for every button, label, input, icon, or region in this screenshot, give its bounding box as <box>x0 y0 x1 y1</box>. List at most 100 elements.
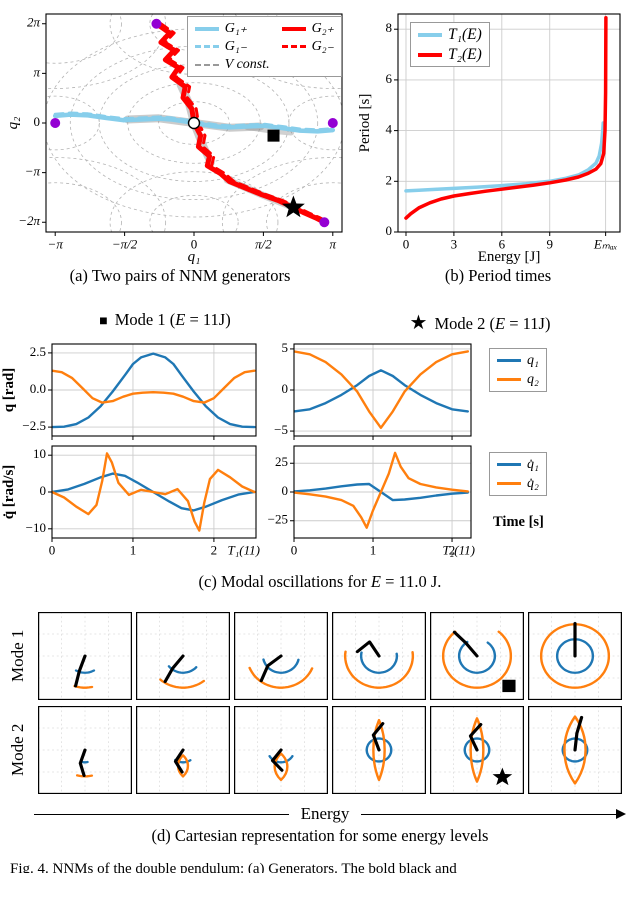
mode2-q-chart: −5 0 5 <box>274 340 472 440</box>
mode1-header-text: Mode 1 ( <box>114 310 176 329</box>
pendulum-panel-m1-e2 <box>136 612 230 700</box>
pendulum-panel-m1-e6 <box>528 612 622 700</box>
g1minus-label: G₁₋ <box>224 39 248 54</box>
svg-text:0: 0 <box>40 483 47 498</box>
svg-text:6: 6 <box>499 237 506 252</box>
q2-line-swatch <box>497 378 521 381</box>
top-row: −π −π/2 0 π/2 π −2π −π 0 π 2π q₁ q₂ G₁₊ G₁₋ V const… <box>0 6 640 286</box>
legend-b: T₁(E) T₂(E) <box>410 22 490 67</box>
svg-text:1: 1 <box>370 543 377 558</box>
subfigure-d: Mode 1 Mode 2 Energy (d) Cartesian repre… <box>0 612 640 846</box>
t1-line-swatch <box>418 32 442 37</box>
energy-axis-line-right <box>361 813 617 815</box>
svg-text:T₂(11): T₂(11) <box>443 543 475 558</box>
svg-text:2: 2 <box>449 543 456 558</box>
svg-text:0: 0 <box>49 543 56 558</box>
caption-a: (a) Two pairs of NNM generators <box>69 266 291 285</box>
legend-qdot: q̇₁ q̇₂ <box>489 452 547 496</box>
svg-text:−π/2: −π/2 <box>112 237 138 252</box>
mode1-header-tail: = 11J) <box>185 310 231 329</box>
pendulum-panel-m2-e1 <box>38 706 132 794</box>
mode1-header-var: E <box>175 310 186 329</box>
vconst-line-swatch <box>194 63 219 66</box>
legend-entry-g2plus: G₂₊ <box>281 20 334 37</box>
svg-text:2.5: 2.5 <box>30 344 46 359</box>
pendulum-panel-m1-e5 <box>430 612 524 700</box>
svg-text:Eₘₐₓ: Eₘₐₓ <box>593 237 618 252</box>
period-times-chart: 0 3 6 9 Eₘₐₓ 0 2 4 6 8 Energy [J] Period [s] <box>357 13 621 264</box>
svg-text:−2π: −2π <box>18 213 40 228</box>
legend-q: q₁ q₂ <box>489 348 547 392</box>
energy-arrowhead-icon <box>616 809 627 819</box>
svg-text:5: 5 <box>282 340 289 355</box>
energy-axis: Energy <box>34 804 627 824</box>
legend-entry-g1plus: G₁₊ <box>194 20 270 37</box>
qdot2-label: q̇₂ <box>527 476 539 491</box>
mode1-square-icon: ■ <box>99 314 108 329</box>
svg-text:Energy [J]: Energy [J] <box>478 249 541 264</box>
legend-a-col-2: G₂₊ G₂₋ <box>281 20 334 73</box>
mode1-q-chart: −2.5 0.0 2.5 q [rad] <box>1 343 257 440</box>
svg-text:0: 0 <box>282 381 289 396</box>
legend-entry-vconst: V const. <box>194 56 270 73</box>
svg-text:π: π <box>330 237 337 252</box>
caption-c-var: E <box>370 572 381 591</box>
svg-text:0.0: 0.0 <box>30 381 46 396</box>
svg-text:2π: 2π <box>27 15 41 30</box>
svg-text:0: 0 <box>191 237 198 252</box>
svg-text:0: 0 <box>386 223 393 238</box>
legend-q-cell: q₁ q₂ <box>479 338 640 442</box>
legend-entry-qdot1: q̇₁ <box>497 456 539 473</box>
svg-text:1: 1 <box>130 543 137 558</box>
mode2-header: ★ Mode 2 (E = 11J) <box>330 310 630 335</box>
mode2-header-text: Mode 2 ( <box>434 314 495 333</box>
qdot2-line-swatch <box>497 482 521 485</box>
mode2-header-var: E <box>494 314 506 333</box>
svg-text:0: 0 <box>34 114 41 129</box>
svg-text:0: 0 <box>291 543 298 558</box>
svg-text:−5: −5 <box>274 422 288 437</box>
caption-d: (d) Cartesian representation for some en… <box>151 826 489 845</box>
nnm-generators-chart: −π −π/2 0 π/2 π −2π −π 0 π 2π q₁ q₂ <box>5 13 343 264</box>
caption-c-text: (c) Modal oscillations for <box>198 572 371 591</box>
legend-entry-q1: q₁ <box>497 352 539 369</box>
svg-text:2: 2 <box>211 543 218 558</box>
mode2-qdot-chart: 0 1 2 −25 0 25 T₂(11) <box>268 445 475 558</box>
svg-text:q [rad]: q [rad] <box>1 368 17 413</box>
pendulum-panel-m1-e3 <box>234 612 328 700</box>
figure-caption-cropped: Fig. 4. NNMs of the double pendulum: (a)… <box>10 861 457 873</box>
mode2-header-tail: = 11J) <box>505 314 551 333</box>
svg-text:25: 25 <box>275 454 288 469</box>
g2minus-label: G₂₋ <box>311 39 334 54</box>
q2-label: q₂ <box>527 372 539 387</box>
t2-label: T₂(E) <box>448 46 482 63</box>
svg-text:π: π <box>33 64 40 79</box>
svg-text:3: 3 <box>451 237 458 252</box>
pendulum-panel-m1-e1 <box>38 612 132 700</box>
cartesian-grid: Mode 1 Mode 2 <box>0 612 640 794</box>
pendulum-panel-m2-e3 <box>234 706 328 794</box>
pendulum-panel-m2-e5 <box>430 706 524 794</box>
legend-a-col-1: G₁₊ G₁₋ V const. <box>194 20 270 73</box>
svg-text:Period [s]: Period [s] <box>357 94 373 153</box>
pendulum-panel-m1-e4 <box>332 612 426 700</box>
svg-text:−π: −π <box>25 164 41 179</box>
pendulum-panel-m2-e6 <box>528 706 622 794</box>
mode-headers: ■ Mode 1 (E = 11J) ★ Mode 2 (E = 11J) <box>0 310 640 335</box>
svg-text:4: 4 <box>386 122 393 137</box>
legend-entry-g1minus: G₁₋ <box>194 38 270 55</box>
svg-text:9: 9 <box>546 237 553 252</box>
legend-entry-g2minus: G₂₋ <box>281 38 334 55</box>
modal-oscillation-grid: −2.5 0.0 2.5 q [rad] −5 0 5 q₁ q₂ 0 1 2 −10 0 10 T₁… <box>0 338 640 564</box>
qdot1-line-swatch <box>497 463 521 466</box>
g2minus-line-swatch <box>281 45 306 48</box>
pendulum-panel-m2-e4 <box>332 706 426 794</box>
g1minus-line-swatch <box>194 45 219 48</box>
t1-label: T₁(E) <box>448 26 482 43</box>
subfigure-b: 0 3 6 9 Eₘₐₓ 0 2 4 6 8 Energy [J] Period [s] T₁(E) … <box>356 6 640 286</box>
pendulum-panel-m2-e2 <box>136 706 230 794</box>
svg-text:−25: −25 <box>268 512 288 527</box>
svg-text:−10: −10 <box>26 520 46 535</box>
